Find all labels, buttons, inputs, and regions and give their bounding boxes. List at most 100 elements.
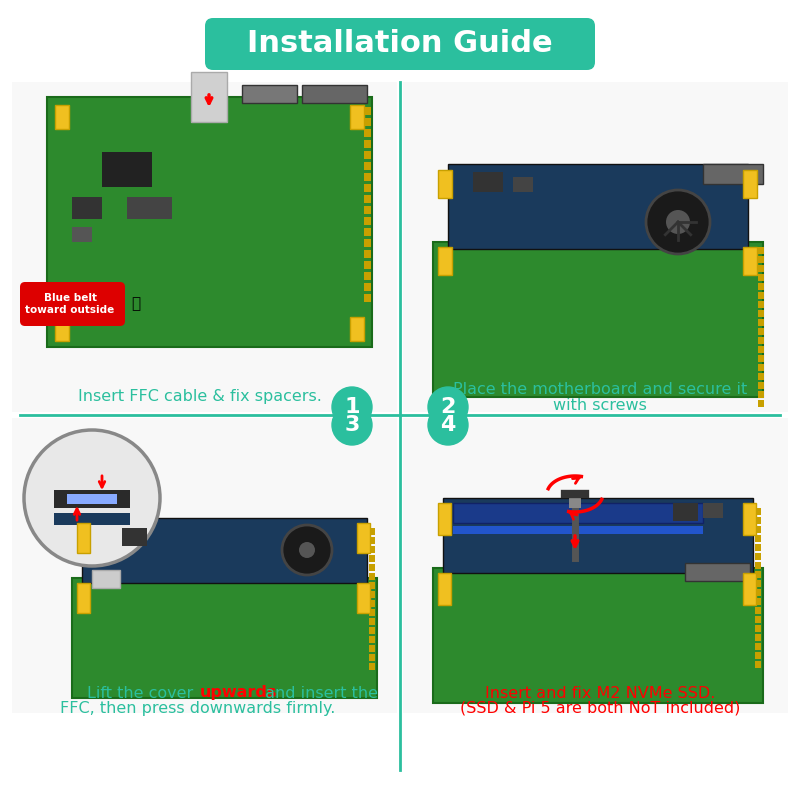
Bar	[755, 517, 761, 524]
Bar	[755, 562, 761, 569]
Bar	[758, 382, 764, 389]
Bar	[242, 85, 297, 103]
Text: Place the motherboard and secure it: Place the motherboard and secure it	[453, 382, 747, 398]
Bar	[12, 418, 397, 713]
Bar	[755, 616, 761, 623]
Bar	[755, 625, 761, 632]
Bar	[55, 317, 69, 341]
Bar	[433, 242, 763, 397]
Bar	[369, 645, 375, 652]
Bar	[758, 373, 764, 380]
Bar	[364, 195, 371, 203]
Text: upwards: upwards	[200, 686, 278, 701]
Bar	[67, 494, 117, 504]
Bar	[443, 498, 753, 573]
Bar	[513, 177, 533, 192]
Bar	[755, 544, 761, 551]
Bar	[364, 272, 371, 280]
FancyBboxPatch shape	[205, 18, 595, 70]
Bar	[364, 107, 371, 115]
Bar	[758, 400, 764, 407]
Bar	[758, 247, 764, 254]
Bar	[438, 170, 452, 198]
Bar	[758, 337, 764, 344]
Bar	[758, 364, 764, 371]
Bar	[743, 503, 756, 535]
Text: Insert and fix M2 NVMe SSD.: Insert and fix M2 NVMe SSD.	[485, 686, 715, 701]
Bar	[433, 568, 763, 703]
Text: 3: 3	[344, 415, 360, 435]
Bar	[357, 583, 370, 613]
Bar	[72, 197, 102, 219]
Bar	[473, 172, 503, 192]
Bar	[92, 570, 120, 588]
Text: Insert FFC cable & fix spacers.: Insert FFC cable & fix spacers.	[78, 389, 322, 403]
Bar	[758, 265, 764, 272]
Bar	[369, 573, 375, 580]
Bar	[364, 151, 371, 159]
Bar	[369, 537, 375, 544]
Bar	[438, 503, 451, 535]
Bar	[369, 654, 375, 661]
Bar	[369, 582, 375, 589]
Bar	[47, 97, 372, 347]
Bar	[755, 652, 761, 659]
Bar	[364, 173, 371, 181]
Bar	[369, 546, 375, 553]
Bar	[82, 518, 367, 583]
Text: Installation Guide: Installation Guide	[247, 30, 553, 58]
Bar	[54, 513, 130, 525]
Bar	[743, 170, 757, 198]
Bar	[703, 164, 763, 184]
Bar	[438, 573, 451, 605]
Bar	[703, 503, 723, 518]
Bar	[369, 618, 375, 625]
Text: Blue belt
toward outside: Blue belt toward outside	[26, 293, 114, 315]
Bar	[758, 346, 764, 353]
Bar	[364, 184, 371, 192]
Bar	[72, 578, 377, 698]
Bar	[364, 206, 371, 214]
Text: 1: 1	[344, 397, 360, 417]
Bar	[755, 589, 761, 596]
Bar	[369, 555, 375, 562]
Bar	[364, 217, 371, 225]
Circle shape	[332, 387, 372, 427]
Bar	[755, 607, 761, 614]
FancyBboxPatch shape	[20, 282, 125, 326]
Bar	[448, 164, 748, 249]
Bar	[191, 72, 227, 122]
Bar	[364, 261, 371, 269]
Bar	[369, 591, 375, 598]
Text: Lift the cover: Lift the cover	[86, 686, 198, 701]
Bar	[758, 256, 764, 263]
Bar	[743, 247, 757, 275]
Circle shape	[428, 405, 468, 445]
Bar	[755, 634, 761, 641]
Bar	[369, 663, 375, 670]
Bar	[755, 571, 761, 578]
Bar	[758, 274, 764, 281]
Bar	[77, 583, 90, 613]
Circle shape	[24, 430, 160, 566]
Bar	[102, 152, 152, 187]
Bar	[364, 129, 371, 137]
Bar	[369, 627, 375, 634]
Bar	[755, 661, 761, 668]
Bar	[755, 508, 761, 515]
Bar	[54, 490, 130, 508]
Circle shape	[299, 542, 315, 558]
Bar	[755, 580, 761, 587]
Text: 🔔: 🔔	[131, 297, 141, 311]
Bar	[685, 563, 750, 581]
Circle shape	[646, 190, 710, 254]
Bar	[122, 528, 147, 546]
Bar	[364, 118, 371, 126]
Bar	[758, 310, 764, 317]
Bar	[72, 227, 92, 242]
Bar	[77, 523, 90, 553]
Bar	[364, 283, 371, 291]
Bar	[755, 598, 761, 605]
Circle shape	[428, 387, 468, 427]
Bar	[369, 609, 375, 616]
